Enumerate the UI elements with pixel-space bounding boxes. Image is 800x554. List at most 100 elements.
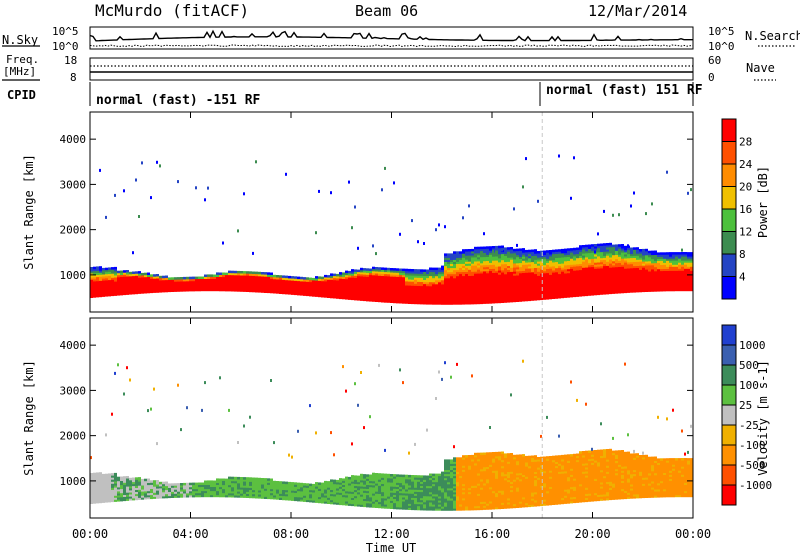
heatmap-cell — [258, 277, 261, 281]
heatmap-cell — [201, 286, 204, 290]
heatmap-cell — [603, 245, 606, 248]
heatmap-cell — [666, 266, 669, 269]
heatmap-cell — [258, 496, 261, 499]
heatmap-speckle — [123, 392, 125, 396]
heatmap-cell — [303, 493, 306, 496]
heatmap-cell — [285, 277, 288, 281]
heatmap-cell — [165, 481, 168, 484]
heatmap-cell — [618, 266, 621, 270]
heatmap-cell — [228, 284, 231, 288]
heatmap-cell — [537, 297, 540, 301]
heatmap-cell — [351, 269, 354, 272]
heatmap-cell — [681, 258, 684, 261]
heatmap-cell — [621, 248, 624, 251]
heatmap-cell — [285, 283, 288, 287]
heatmap-cell — [687, 258, 690, 261]
heatmap-cell — [414, 507, 417, 511]
heatmap-cell — [654, 285, 657, 288]
heatmap-cell — [447, 286, 450, 289]
heatmap-cell — [444, 288, 447, 291]
heatmap-cell — [297, 498, 300, 502]
heatmap-cell — [225, 494, 228, 498]
heatmap-cell — [498, 288, 501, 291]
heatmap-cell — [534, 298, 537, 301]
heatmap-cell — [132, 271, 135, 274]
heatmap-cell — [270, 494, 273, 498]
heatmap-cell — [306, 289, 309, 293]
heatmap-cell — [342, 274, 345, 277]
heatmap-cell — [426, 483, 429, 487]
heatmap-cell — [228, 482, 231, 486]
heatmap-cell — [408, 293, 411, 296]
heatmap-cell — [681, 252, 684, 255]
y-tick-label: 4000 — [60, 133, 87, 146]
heatmap-cell — [336, 490, 339, 493]
heatmap-cell — [516, 252, 519, 256]
heatmap-cell — [201, 492, 204, 496]
heatmap-cell — [300, 491, 303, 494]
heatmap-cell — [567, 291, 570, 294]
heatmap-cell — [354, 285, 357, 289]
heatmap-cell — [522, 280, 525, 284]
heatmap-cell — [513, 265, 516, 268]
heatmap-cell — [570, 260, 573, 263]
heatmap-cell — [372, 283, 375, 286]
heatmap-cell — [363, 272, 366, 275]
heatmap-cell — [396, 474, 399, 477]
heatmap-cell — [258, 282, 261, 285]
heatmap-cell — [291, 290, 294, 293]
heatmap-cell — [186, 289, 189, 292]
heatmap-cell — [123, 286, 126, 289]
heatmap-cell — [444, 498, 447, 501]
heatmap-cell — [531, 261, 534, 265]
station-title: McMurdo (fitACF) — [95, 1, 249, 20]
heatmap-cell — [261, 278, 264, 281]
heatmap-cell — [561, 289, 564, 293]
heatmap-cell — [522, 256, 525, 259]
heatmap-cell — [219, 484, 222, 488]
heatmap-cell — [474, 259, 477, 262]
heatmap-speckle — [249, 415, 251, 419]
heatmap-cell — [381, 479, 384, 482]
heatmap-cell — [657, 272, 660, 276]
power-heatmap — [90, 112, 693, 312]
heatmap-cell — [117, 282, 120, 286]
heatmap-cell — [639, 285, 642, 289]
heatmap-cell — [600, 265, 603, 269]
heatmap-cell — [597, 268, 600, 271]
heatmap-cell — [516, 254, 519, 258]
heatmap-cell — [459, 287, 462, 291]
heatmap-cell — [228, 488, 231, 492]
heatmap-cell — [123, 282, 126, 285]
heatmap-cell — [156, 290, 159, 293]
heatmap-cell — [657, 283, 660, 286]
heatmap-cell — [516, 258, 519, 262]
heatmap-cell — [360, 490, 363, 493]
heatmap-cell — [204, 486, 207, 490]
heatmap-cell — [438, 473, 441, 477]
heatmap-cell — [210, 492, 213, 496]
heatmap-speckle — [399, 232, 401, 236]
heatmap-cell — [483, 297, 486, 300]
heatmap-cell — [147, 278, 150, 282]
heatmap-cell — [357, 498, 360, 501]
heatmap-cell — [663, 262, 666, 265]
heatmap-cell — [228, 486, 231, 490]
heatmap-cell — [342, 502, 345, 506]
heatmap-cell — [195, 490, 198, 494]
heatmap-cell — [330, 483, 333, 486]
heatmap-cell — [414, 483, 417, 486]
heatmap-cell — [105, 483, 108, 487]
heatmap-cell — [525, 296, 528, 300]
heatmap-cell — [528, 282, 531, 285]
heatmap-cell — [399, 278, 402, 282]
heatmap-cell — [192, 276, 195, 280]
heatmap-cell — [396, 498, 399, 502]
heatmap-cell — [642, 261, 645, 264]
heatmap-cell — [474, 301, 477, 305]
heatmap-cell — [294, 292, 297, 296]
heatmap-cell — [123, 284, 126, 287]
heatmap-cell — [237, 480, 240, 484]
heatmap-cell — [435, 483, 438, 487]
heatmap-cell — [312, 492, 315, 495]
